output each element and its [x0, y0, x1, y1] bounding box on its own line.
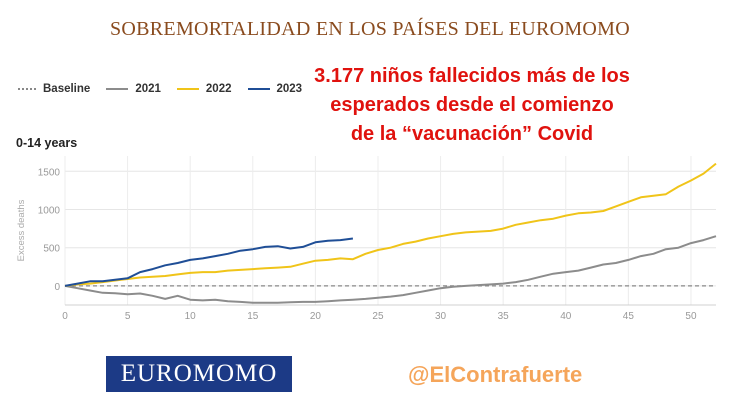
legend-swatch-2022 [176, 88, 199, 90]
headline-line-1: 3.177 niños fallecidos más de los [314, 65, 630, 87]
series-line-2023 [64, 237, 354, 287]
y-tick-label: 1500 [38, 167, 61, 178]
x-tick-label: 5 [125, 311, 131, 322]
x-tick-label: 0 [62, 311, 68, 322]
legend-item-2023: 2023 [247, 83, 303, 95]
excess-deaths-chart: 0 500 1000 1500 0 5 10 15 20 25 30 35 40 45 50 Excess d… [16, 156, 717, 322]
legend-item-baseline: Baseline [18, 83, 90, 95]
x-tick-label: 30 [435, 311, 447, 322]
y-tick-label: 500 [43, 244, 60, 255]
legend-label-2021: 2021 [135, 83, 161, 95]
legend-swatch-2023 [247, 88, 270, 90]
x-tick-label: 50 [685, 311, 697, 322]
x-tick-label: 40 [560, 311, 572, 322]
chart-legend: Baseline 2021 2022 2023 [18, 83, 318, 95]
y-tick-label: 1000 [38, 205, 61, 216]
x-tick-label: 10 [185, 311, 197, 322]
legend-item-2021: 2021 [106, 83, 161, 95]
series-line-2021 [64, 235, 717, 304]
chart-panel-title: 0-14 years [16, 136, 78, 150]
legend-swatch-baseline [18, 88, 36, 90]
legend-item-2022: 2022 [176, 83, 232, 95]
series-line-2022 [64, 162, 717, 287]
y-tick-label: 0 [54, 282, 60, 293]
x-tick-label: 20 [310, 311, 322, 322]
y-axis-label: Excess deaths [16, 199, 27, 261]
x-tick-label: 35 [498, 311, 510, 322]
author-handle: @ElContrafuerte [408, 362, 583, 387]
headline: 3.177 niños fallecidos más de los espera… [276, 62, 668, 149]
headline-line-3: de la “vacunación” Covid [350, 123, 594, 145]
legend-label-2022: 2022 [205, 83, 232, 95]
legend-label-baseline: Baseline [43, 83, 91, 95]
euromomo-logo: EUROMOMO [106, 356, 292, 392]
page-title: SOBREMORTALIDAD EN LOS PAÍSES DEL EUROMO… [109, 18, 631, 40]
x-tick-label: 45 [623, 311, 635, 322]
headline-line-2: esperados desde el comienzo [330, 94, 614, 116]
legend-label-2023: 2023 [276, 83, 303, 95]
x-tick-label: 25 [372, 311, 384, 322]
x-tick-label: 15 [247, 311, 259, 322]
legend-swatch-2021 [106, 88, 129, 90]
